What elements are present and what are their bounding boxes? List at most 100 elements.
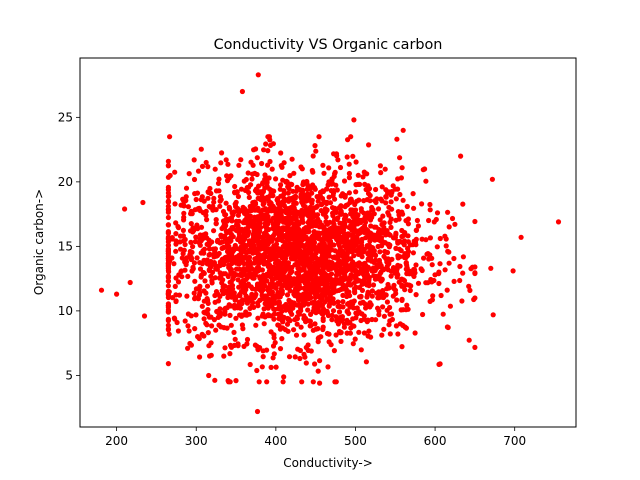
scatter-point — [202, 278, 208, 284]
scatter-point — [226, 262, 232, 268]
scatter-point — [260, 348, 266, 354]
scatter-point — [277, 186, 283, 192]
scatter-point — [324, 330, 330, 337]
scatter-point — [255, 205, 261, 211]
scatter-point — [346, 310, 352, 317]
scatter-point — [419, 267, 425, 274]
scatter-point — [165, 158, 171, 164]
scatter-point — [304, 186, 310, 192]
scatter-point — [353, 248, 359, 254]
scatter-point — [445, 209, 451, 215]
scatter-point — [343, 262, 350, 268]
scatter-point — [254, 233, 260, 239]
scatter-point — [318, 287, 324, 293]
scatter-point — [297, 292, 303, 298]
scatter-point — [247, 218, 253, 225]
scatter-point — [201, 316, 207, 322]
scatter-point — [294, 184, 300, 190]
x-axis-ticks: 200 300 400 500 600 700 — [105, 427, 526, 448]
scatter-point — [329, 285, 335, 291]
scatter-point — [272, 300, 278, 306]
scatter-point — [262, 221, 268, 227]
scatter-point — [189, 256, 195, 262]
scatter-point — [292, 213, 299, 219]
scatter-point — [231, 302, 237, 308]
scatter-point — [232, 242, 238, 249]
scatter-point — [392, 186, 398, 192]
scatter-point — [451, 278, 457, 284]
scatter-point — [197, 260, 203, 266]
scatter-point — [223, 244, 229, 250]
scatter-point — [309, 300, 315, 306]
scatter-point — [336, 287, 342, 293]
scatter-point — [333, 209, 339, 215]
scatter-point — [238, 253, 245, 259]
scatter-point — [369, 288, 375, 294]
scatter-point — [413, 292, 419, 298]
scatter-point — [429, 262, 435, 268]
scatter-point — [297, 347, 303, 354]
scatter-point — [293, 332, 300, 338]
scatter-point — [206, 268, 212, 274]
scatter-point — [270, 215, 276, 221]
scatter-point — [217, 293, 223, 299]
scatter-point — [165, 278, 171, 284]
scatter-point — [407, 287, 413, 294]
scatter-point — [373, 199, 379, 205]
scatter-point — [381, 220, 387, 226]
scatter-point — [365, 229, 371, 235]
scatter-point — [338, 275, 345, 281]
scatter-point — [396, 216, 402, 222]
scatter-point — [372, 252, 378, 258]
scatter-point — [312, 205, 318, 211]
scatter-point — [268, 253, 274, 260]
scatter-point — [307, 265, 313, 271]
scatter-point — [246, 297, 252, 303]
scatter-point — [206, 372, 212, 379]
scatter-point — [377, 264, 383, 270]
scatter-point — [359, 287, 365, 293]
scatter-point — [165, 361, 171, 367]
scatter-point — [279, 164, 285, 170]
scatter-point — [266, 198, 272, 204]
scatter-point — [254, 255, 260, 261]
scatter-point — [317, 309, 323, 315]
scatter-point — [201, 270, 207, 276]
scatter-point — [324, 236, 331, 242]
x-tick-label: 500 — [344, 434, 367, 448]
scatter-point — [353, 189, 359, 195]
scatter-point — [365, 190, 372, 197]
scatter-point — [198, 250, 204, 256]
scatter-point — [389, 316, 395, 323]
scatter-point — [255, 190, 261, 196]
scatter-point — [385, 281, 391, 288]
scatter-point — [251, 304, 257, 310]
scatter-point — [426, 217, 432, 224]
scatter-point — [213, 266, 220, 272]
scatter-point — [205, 195, 211, 201]
scatter-point — [346, 161, 352, 167]
scatter-point — [373, 224, 379, 230]
scatter-point — [259, 289, 265, 295]
scatter-point — [271, 335, 277, 341]
scatter-point — [195, 226, 201, 232]
scatter-point — [301, 351, 307, 357]
scatter-point — [372, 267, 378, 274]
scatter-point — [323, 214, 329, 220]
scatter-point — [263, 141, 269, 147]
scatter-point — [318, 248, 324, 255]
scatter-point — [382, 240, 388, 246]
scatter-point — [423, 178, 429, 184]
scatter-point — [267, 262, 273, 268]
scatter-point — [344, 267, 350, 273]
scatter-point — [267, 158, 273, 165]
scatter-point — [260, 216, 266, 222]
scatter-point — [269, 289, 275, 295]
scatter-point — [281, 160, 287, 166]
scatter-point — [199, 194, 205, 200]
scatter-point — [285, 260, 292, 266]
scatter-point — [318, 277, 324, 283]
scatter-point — [360, 271, 366, 277]
scatter-point — [437, 235, 443, 242]
scatter-point — [404, 265, 410, 271]
